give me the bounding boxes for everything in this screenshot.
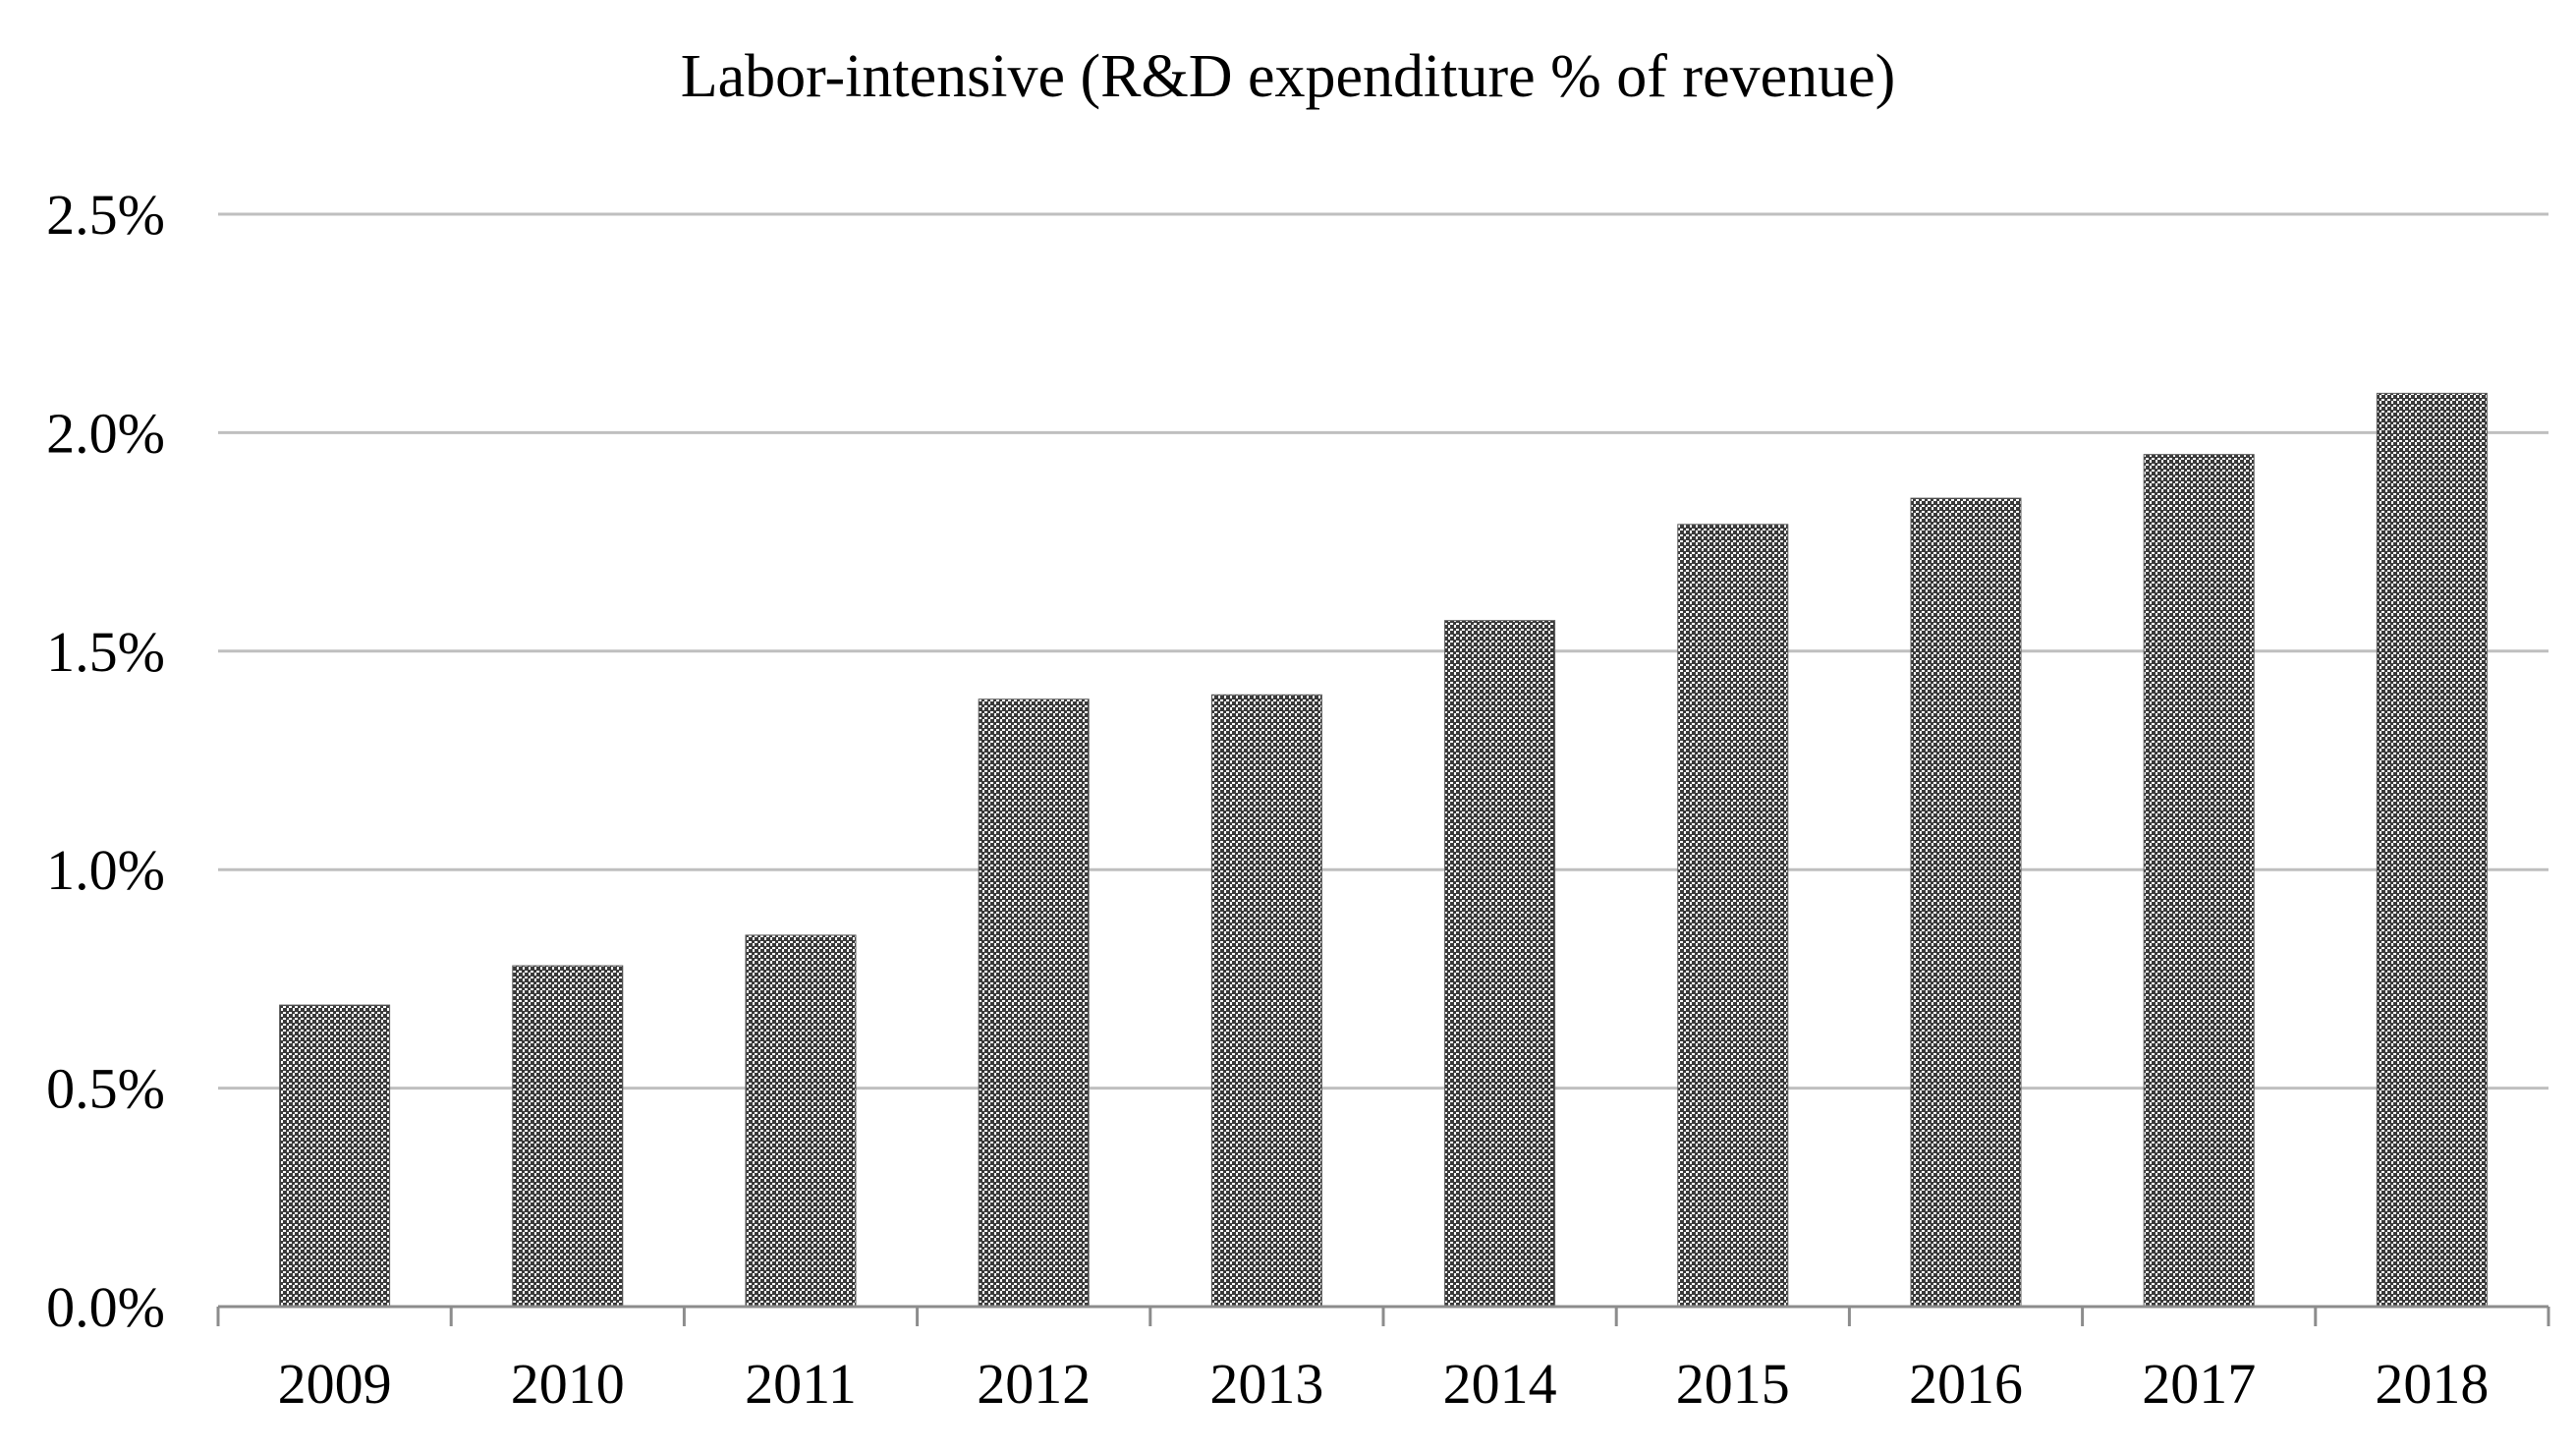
x-tick-label: 2014 bbox=[1443, 1352, 1557, 1416]
bar-2013 bbox=[1210, 694, 1322, 1308]
bar-2017 bbox=[2143, 454, 2255, 1308]
bar-2014 bbox=[1444, 620, 1556, 1308]
y-axis-tick-labels: 0.0% 0.5% 1.0% 1.5% 2.0% 2.5% bbox=[46, 183, 165, 1339]
x-tick-label: 2016 bbox=[1909, 1352, 2023, 1416]
y-tick-label: 1.0% bbox=[46, 838, 165, 902]
bar-2018 bbox=[2376, 392, 2488, 1308]
x-axis-tick-labels: 2009 2010 2011 2012 2013 2014 2015 2016 2017 2018 bbox=[278, 1352, 2490, 1416]
x-tick-label: 2017 bbox=[2142, 1352, 2256, 1416]
y-tick-label: 2.5% bbox=[46, 183, 165, 247]
bars bbox=[279, 392, 2488, 1308]
x-tick-label: 2015 bbox=[1676, 1352, 1790, 1416]
x-tick-label: 2018 bbox=[2375, 1352, 2489, 1416]
chart-title: Labor-intensive (R&D expenditure % of re… bbox=[681, 43, 1896, 110]
x-tick-label: 2009 bbox=[278, 1352, 392, 1416]
x-tick-label: 2011 bbox=[745, 1352, 857, 1416]
bar-2011 bbox=[745, 934, 857, 1308]
x-axis bbox=[216, 1305, 2550, 1326]
bar-2016 bbox=[1910, 497, 2022, 1308]
y-tick-label: 2.0% bbox=[46, 401, 165, 465]
y-tick-label: 0.0% bbox=[46, 1275, 165, 1339]
x-tick-label: 2013 bbox=[1209, 1352, 1323, 1416]
bar-2015 bbox=[1677, 524, 1789, 1308]
x-tick-label: 2010 bbox=[511, 1352, 625, 1416]
bar-2012 bbox=[978, 698, 1090, 1308]
bar-2010 bbox=[512, 965, 624, 1308]
x-tick-label: 2012 bbox=[977, 1352, 1091, 1416]
y-tick-label: 1.5% bbox=[46, 620, 165, 684]
bar-2009 bbox=[279, 1004, 391, 1308]
y-tick-label: 0.5% bbox=[46, 1057, 165, 1121]
